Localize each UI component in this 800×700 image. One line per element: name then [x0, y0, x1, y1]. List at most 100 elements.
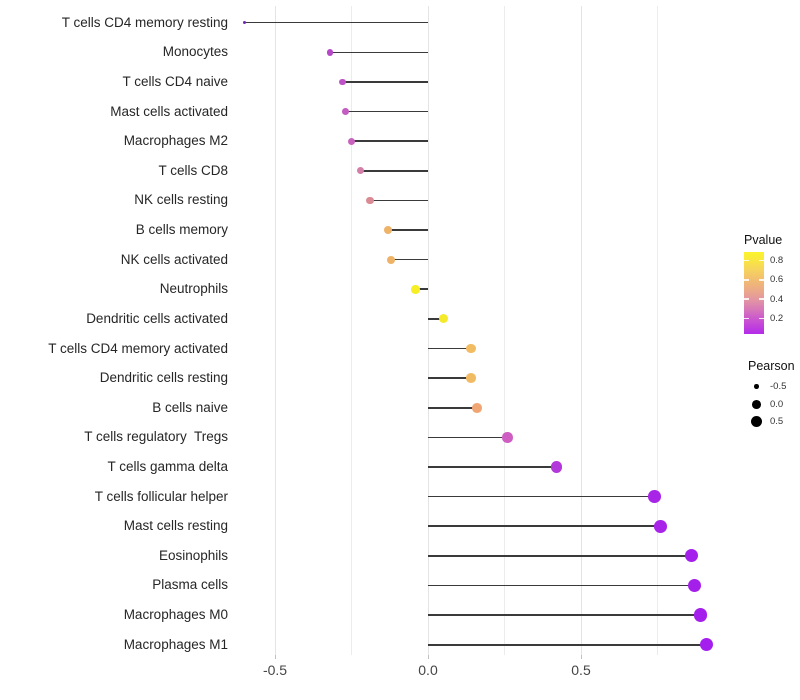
pearson-legend-label: -0.5: [770, 381, 787, 393]
colorbar-tick-label: 0.6: [770, 274, 784, 286]
colorbar-tick-label: 0.2: [770, 313, 784, 325]
data-point: [357, 167, 365, 175]
pearson-legend-title: Pearson: [748, 359, 795, 373]
category-label: Dendritic cells resting: [99, 370, 228, 386]
data-point: [693, 608, 707, 622]
data-point: [648, 490, 661, 503]
data-point: [326, 49, 334, 56]
data-point: [466, 343, 476, 354]
stem: [415, 288, 428, 291]
stem: [330, 51, 428, 54]
x-tick-label: 0.0: [418, 662, 438, 678]
data-point: [438, 314, 448, 324]
stem: [428, 584, 695, 587]
stem: [428, 347, 471, 350]
pearson-legend-label: 0.5: [770, 416, 784, 428]
data-point: [550, 461, 563, 473]
data-point: [341, 108, 349, 115]
category-label: B cells naive: [152, 399, 228, 415]
x-axis-tick: [427, 655, 429, 659]
colorbar-tick: [744, 279, 749, 281]
gridline: [427, 6, 429, 655]
gridline: [504, 6, 505, 655]
colorbar-tick: [759, 317, 764, 320]
category-label: Plasma cells: [152, 577, 228, 593]
gridline: [657, 6, 658, 655]
stem: [345, 110, 428, 113]
stem: [342, 81, 428, 83]
pearson-legend-label: 0.0: [770, 398, 784, 410]
data-point: [654, 519, 667, 533]
x-tick-label: 0.5: [571, 662, 591, 678]
pearson-legend-dot: [754, 384, 760, 390]
stem: [244, 21, 428, 24]
stem: [428, 466, 557, 468]
category-label: Macrophages M1: [123, 636, 228, 652]
data-point: [502, 432, 513, 443]
data-point: [687, 578, 701, 593]
data-point: [338, 78, 346, 86]
category-label: T cells CD8: [158, 162, 228, 178]
stem: [428, 436, 508, 439]
data-point: [472, 402, 482, 413]
colorbar-tick-label: 0.8: [770, 254, 784, 266]
category-label: T cells regulatory Tregs: [84, 429, 228, 445]
x-tick-label: -0.5: [262, 662, 288, 678]
category-label: T cells CD4 memory resting: [61, 14, 228, 30]
x-axis-tick: [274, 655, 276, 659]
stem: [391, 258, 428, 261]
category-label: T cells gamma delta: [107, 459, 228, 474]
data-point: [347, 137, 355, 145]
data-point: [387, 255, 396, 264]
gridline: [351, 6, 352, 655]
stem: [428, 318, 444, 320]
data-point: [384, 226, 393, 234]
colorbar-tick: [759, 298, 764, 301]
category-label: Macrophages M2: [123, 133, 228, 149]
stem: [428, 525, 661, 528]
category-label: Dendritic cells activated: [86, 310, 228, 326]
category-label: NK cells activated: [120, 251, 228, 267]
colorbar-tick-label: 0.4: [770, 293, 784, 305]
pvalue-colorbar: [744, 252, 764, 334]
category-label: B cells memory: [135, 222, 228, 238]
category-label: Mast cells resting: [123, 518, 228, 534]
category-label: T cells follicular helper: [94, 488, 228, 504]
stem: [388, 229, 428, 231]
category-label: Mast cells activated: [110, 103, 228, 119]
pearson-legend-dot: [750, 415, 763, 428]
data-point: [699, 638, 714, 652]
category-label: Macrophages M0: [123, 607, 228, 623]
gridline: [274, 6, 276, 655]
pearson-legend-dot: [752, 399, 762, 409]
category-label: T cells CD4 naive: [122, 73, 228, 89]
category-label: Monocytes: [162, 44, 228, 60]
pvalue-legend-title: Pvalue: [744, 233, 783, 247]
data-point: [684, 549, 698, 563]
data-point: [411, 285, 420, 294]
colorbar-tick: [759, 259, 764, 262]
stem: [369, 199, 428, 202]
x-axis-tick: [580, 655, 582, 659]
colorbar-tick: [744, 317, 749, 320]
data-point: [366, 196, 374, 205]
stem: [351, 140, 428, 142]
category-label: Neutrophils: [159, 281, 228, 297]
stem: [428, 643, 707, 646]
data-point: [466, 373, 476, 383]
data-point: [242, 21, 247, 25]
stem: [428, 377, 471, 379]
category-label: T cells CD4 memory activated: [48, 340, 228, 356]
colorbar-tick: [744, 259, 749, 262]
stem: [428, 614, 701, 616]
stem: [428, 406, 477, 409]
stem: [428, 555, 692, 557]
category-label: NK cells resting: [134, 192, 228, 208]
stem: [360, 170, 428, 172]
colorbar-tick: [744, 298, 749, 301]
category-label: Eosinophils: [158, 547, 228, 563]
colorbar-tick: [759, 279, 764, 281]
stem: [428, 495, 655, 498]
gridline: [580, 6, 582, 655]
